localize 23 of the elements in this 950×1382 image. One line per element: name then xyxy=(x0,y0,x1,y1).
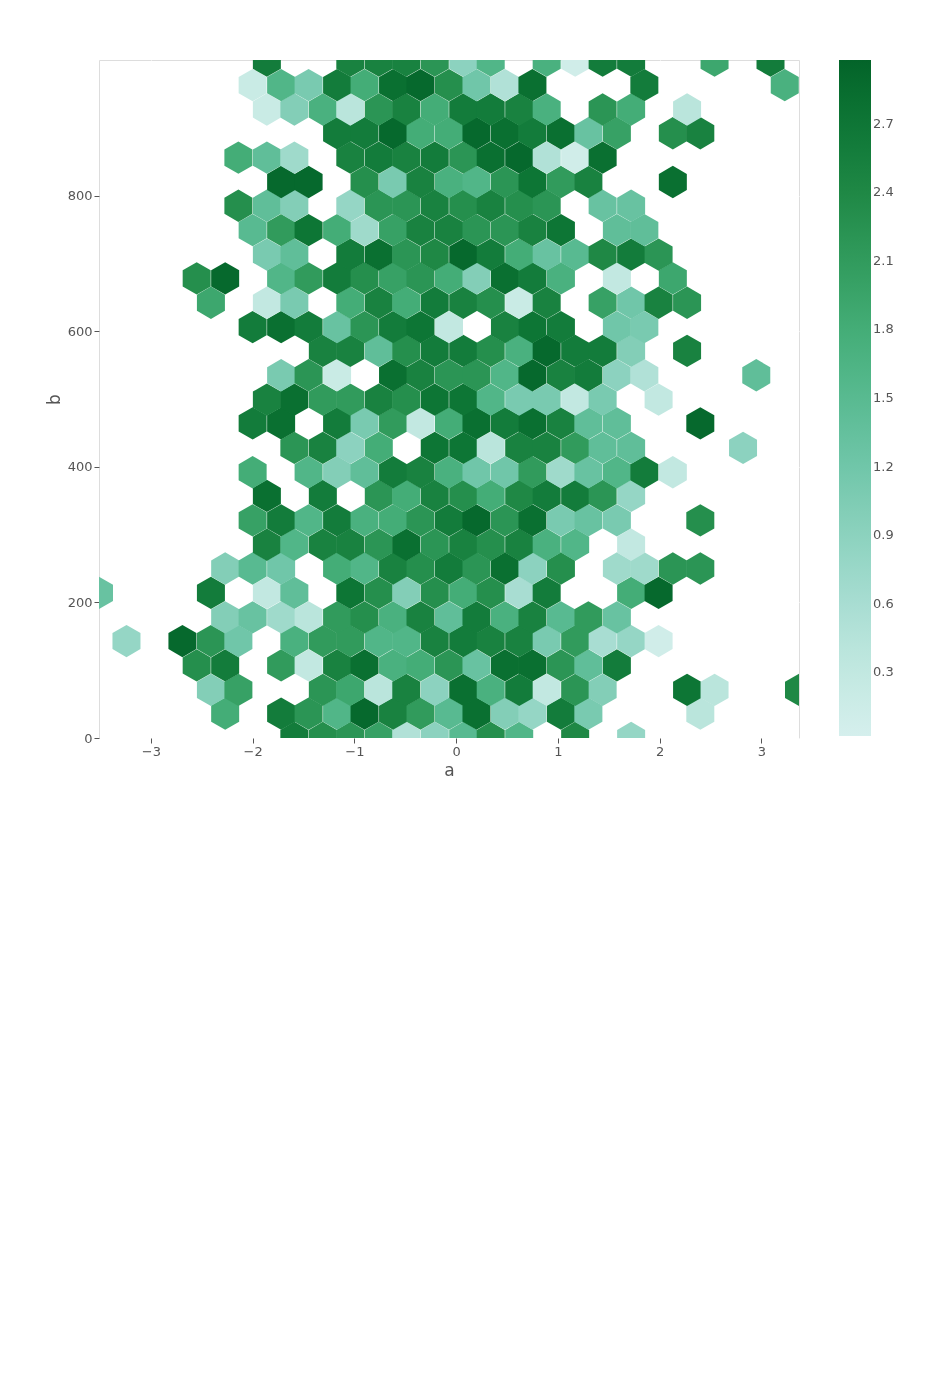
y-tick-label: 200 xyxy=(67,594,93,610)
color-bar-label: 1.8 xyxy=(873,321,894,337)
color-bar-label: 2.1 xyxy=(873,252,894,268)
color-bar-label: 0.6 xyxy=(873,595,894,611)
y-tick-label: 600 xyxy=(67,323,93,339)
x-tick-label: 2 xyxy=(655,743,665,759)
y-tick-label: 400 xyxy=(67,459,93,475)
x-tick-label: 3 xyxy=(757,743,766,759)
x-tick-label: 0 xyxy=(452,743,461,759)
color-bar-label: 2.7 xyxy=(873,115,894,131)
x-tick-label: −3 xyxy=(141,743,161,759)
color-bar-label: 1.5 xyxy=(873,390,894,405)
color-bar-label: 1.2 xyxy=(873,458,894,474)
y-tick-label: 0 xyxy=(84,730,93,746)
color-bar-label: 0.3 xyxy=(873,664,894,680)
y-tick-label: 800 xyxy=(67,188,93,204)
x-tick-label: −1 xyxy=(345,743,365,759)
x-axis-title: a xyxy=(444,759,455,780)
x-tick-label: 1 xyxy=(554,743,563,759)
x-tick-label: −2 xyxy=(243,743,263,759)
color-bar-label: 0.9 xyxy=(873,527,894,543)
color-bar-label: 2.4 xyxy=(873,184,894,200)
y-axis-title: b xyxy=(43,394,64,405)
